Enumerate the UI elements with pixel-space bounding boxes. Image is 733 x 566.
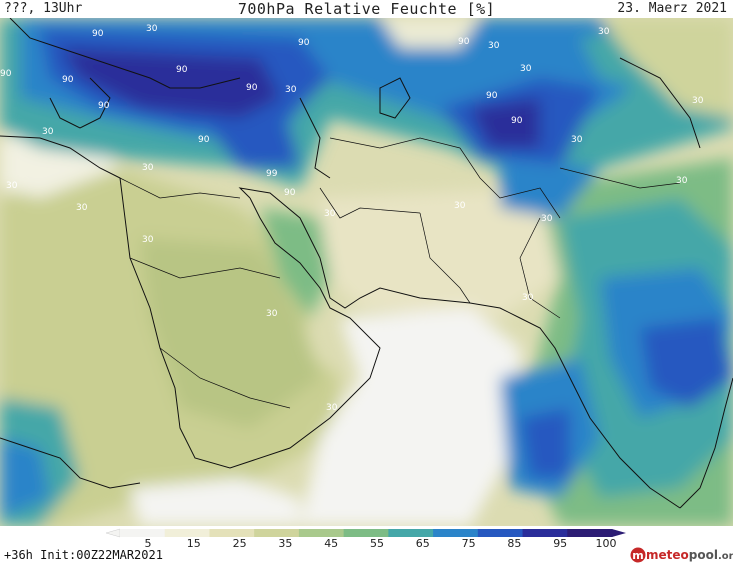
contour-label: 30 xyxy=(522,293,534,303)
contour-label: 90 xyxy=(511,116,523,126)
contour-label: 90 xyxy=(458,37,470,47)
legend-swatch xyxy=(343,529,389,537)
contour-label: 90 xyxy=(486,91,498,101)
legend-tick-label: 25 xyxy=(233,537,247,548)
legend-swatch xyxy=(120,529,166,537)
contour-label: 90 xyxy=(176,65,188,75)
legend-swatch xyxy=(298,529,345,537)
legend-swatch xyxy=(388,529,434,537)
contour-label: 30 xyxy=(454,201,466,211)
meteopool-logo[interactable]: m meteopool.org xyxy=(630,546,733,564)
legend-swatches xyxy=(120,529,613,537)
legend-tick-label: 85 xyxy=(507,537,521,548)
contour-label: 30 xyxy=(488,41,500,51)
logo-text-meteo: meteo xyxy=(646,548,689,562)
legend-ticks: 5 15 25 35 45 55 65 75 85 95 100 xyxy=(145,537,617,550)
legend-tick-label: 5 xyxy=(145,537,152,548)
contour-label: 90 xyxy=(198,135,210,145)
legend-swatch xyxy=(522,529,568,537)
map-title: 700hPa Relative Feuchte [%] xyxy=(237,0,496,18)
valid-date-label: 23. Maerz 2021 xyxy=(617,1,727,16)
legend-swatch xyxy=(254,529,300,537)
legend-tick-label: 55 xyxy=(370,537,384,548)
legend-tick-label: 15 xyxy=(187,537,201,548)
legend-tick-label: 95 xyxy=(553,537,567,548)
legend-swatch xyxy=(433,529,479,537)
contour-label: 30 xyxy=(541,214,553,224)
logo-text-pool: pool xyxy=(688,548,718,562)
legend-swatch xyxy=(567,529,613,537)
contour-label: 30 xyxy=(285,85,297,95)
contour-label: 30 xyxy=(146,24,158,34)
legend-swatch xyxy=(164,529,210,537)
contour-label: 30 xyxy=(142,235,154,245)
contour-label: 90 xyxy=(284,188,296,198)
legend-tick-label: 65 xyxy=(416,537,430,548)
contour-label: 90 xyxy=(92,29,104,39)
humidity-field xyxy=(0,18,733,526)
contour-label: 30 xyxy=(266,309,278,319)
humidity-map: 90 90 90 90 90 90 90 90 90 90 90 99 90 3… xyxy=(0,18,733,526)
contour-label: 90 xyxy=(246,83,258,93)
legend-tick-label: 75 xyxy=(462,537,476,548)
contour-labels: 90 90 90 90 90 90 90 90 90 90 90 99 90 3… xyxy=(0,24,704,413)
model-run-info: +36h Init:00Z22MAR2021 xyxy=(4,548,163,562)
contour-label: 30 xyxy=(598,27,610,37)
svg-text:m: m xyxy=(632,549,643,562)
contour-label: 90 xyxy=(0,69,12,79)
logo-icon: m xyxy=(630,547,646,563)
valid-time-label: ???, 13Uhr xyxy=(4,1,83,16)
contour-label: 30 xyxy=(520,64,532,74)
legend-tick-label: 100 xyxy=(596,537,617,548)
legend-swatch xyxy=(209,529,255,537)
legend-min-arrow xyxy=(105,528,121,538)
coastlines xyxy=(0,18,733,509)
contour-label: 90 xyxy=(62,75,74,85)
contour-label: 90 xyxy=(298,38,310,48)
legend-tick-label: 35 xyxy=(278,537,292,548)
contour-label: 30 xyxy=(571,135,583,145)
contour-label: 90 xyxy=(98,101,110,111)
legend-tick-label: 45 xyxy=(324,537,338,548)
contour-label: 30 xyxy=(326,403,338,413)
contour-label: 30 xyxy=(142,163,154,173)
contour-label: 30 xyxy=(6,181,18,191)
country-borders xyxy=(119,137,681,409)
contour-label: 30 xyxy=(76,203,88,213)
legend-max-arrow xyxy=(612,529,626,537)
contour-label: 99 xyxy=(266,169,278,179)
contour-label: 30 xyxy=(324,209,336,219)
legend-swatch xyxy=(477,529,524,537)
logo-text-org: .org xyxy=(717,551,733,562)
color-legend: 5 15 25 35 45 55 65 75 85 95 100 xyxy=(0,526,733,566)
contour-label: 30 xyxy=(692,96,704,106)
contour-label: 30 xyxy=(676,176,688,186)
contour-label: 30 xyxy=(42,127,54,137)
